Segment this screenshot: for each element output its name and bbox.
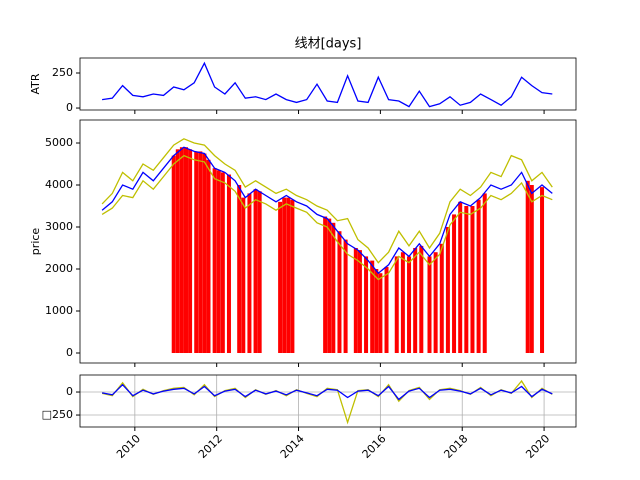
y-tick-label: 250 bbox=[52, 66, 73, 79]
bar bbox=[445, 227, 450, 354]
bar bbox=[394, 256, 399, 354]
bar bbox=[427, 256, 432, 354]
bar bbox=[247, 193, 252, 354]
bar bbox=[540, 187, 545, 354]
bar bbox=[464, 206, 469, 354]
y-tick-label: 0 bbox=[66, 346, 73, 359]
bar bbox=[226, 174, 231, 354]
chart-title: 线材[days] bbox=[295, 37, 362, 52]
bar bbox=[353, 248, 358, 354]
y-tick-label: 0 bbox=[66, 101, 73, 114]
bar bbox=[179, 147, 184, 354]
bar bbox=[183, 147, 188, 354]
line bbox=[102, 61, 553, 108]
panel-frame bbox=[79, 119, 577, 364]
x-tick-label: 2020 bbox=[523, 432, 552, 461]
bar bbox=[337, 231, 342, 354]
x-tick-label: 2018 bbox=[441, 432, 470, 461]
bar bbox=[286, 197, 291, 354]
x-tick-label: 2012 bbox=[196, 432, 225, 461]
panel bbox=[80, 375, 576, 427]
bar bbox=[253, 189, 258, 354]
bar bbox=[220, 172, 225, 354]
bar bbox=[202, 153, 207, 354]
bar bbox=[237, 185, 242, 354]
bar bbox=[343, 239, 348, 354]
bar bbox=[407, 256, 412, 354]
y-tick-label: 3000 bbox=[45, 220, 73, 233]
bar bbox=[384, 266, 389, 354]
panel-frame bbox=[79, 374, 577, 428]
bar bbox=[257, 191, 262, 354]
bar bbox=[171, 155, 176, 354]
bar bbox=[470, 206, 475, 354]
bar bbox=[175, 149, 180, 354]
bar bbox=[413, 248, 418, 354]
line bbox=[101, 383, 553, 401]
x-tick-label: 2014 bbox=[278, 432, 307, 461]
line bbox=[101, 154, 553, 281]
bar bbox=[241, 197, 246, 354]
panel bbox=[80, 58, 576, 110]
y-axis-label: ATR bbox=[29, 73, 42, 94]
bar bbox=[216, 170, 221, 354]
bar bbox=[198, 151, 203, 354]
bar bbox=[482, 193, 487, 354]
line bbox=[101, 146, 553, 275]
y-tick-label: 1000 bbox=[45, 304, 73, 317]
y-tick-label: 4000 bbox=[45, 178, 73, 191]
bar bbox=[439, 243, 444, 354]
bar bbox=[278, 201, 283, 354]
bar bbox=[194, 151, 199, 354]
bar bbox=[525, 180, 530, 354]
bar bbox=[206, 159, 211, 354]
y-tick-label: 0 bbox=[66, 385, 73, 398]
bar bbox=[419, 245, 424, 354]
line bbox=[101, 138, 553, 264]
bar bbox=[370, 260, 375, 354]
bar bbox=[400, 252, 405, 354]
y-tick-label: 5000 bbox=[45, 136, 73, 149]
bar bbox=[374, 269, 379, 354]
bar bbox=[212, 168, 217, 354]
bar bbox=[331, 222, 336, 354]
bar bbox=[357, 250, 362, 354]
y-tick-label: 2000 bbox=[45, 262, 73, 275]
bar bbox=[458, 201, 463, 354]
bar bbox=[327, 218, 332, 354]
bar bbox=[529, 185, 534, 354]
x-tick-label: 2010 bbox=[114, 432, 143, 461]
bar bbox=[433, 252, 438, 354]
bar bbox=[290, 199, 295, 354]
panel-frame bbox=[79, 57, 577, 111]
bar bbox=[378, 273, 383, 354]
bar bbox=[282, 197, 287, 354]
x-tick-label: 2016 bbox=[360, 432, 389, 461]
bar bbox=[476, 199, 481, 354]
bar bbox=[188, 149, 193, 354]
bar bbox=[452, 214, 457, 354]
bar bbox=[364, 256, 369, 354]
y-axis-label: price bbox=[29, 228, 42, 256]
y-tick-label: □250 bbox=[42, 408, 73, 421]
bar bbox=[323, 216, 328, 354]
